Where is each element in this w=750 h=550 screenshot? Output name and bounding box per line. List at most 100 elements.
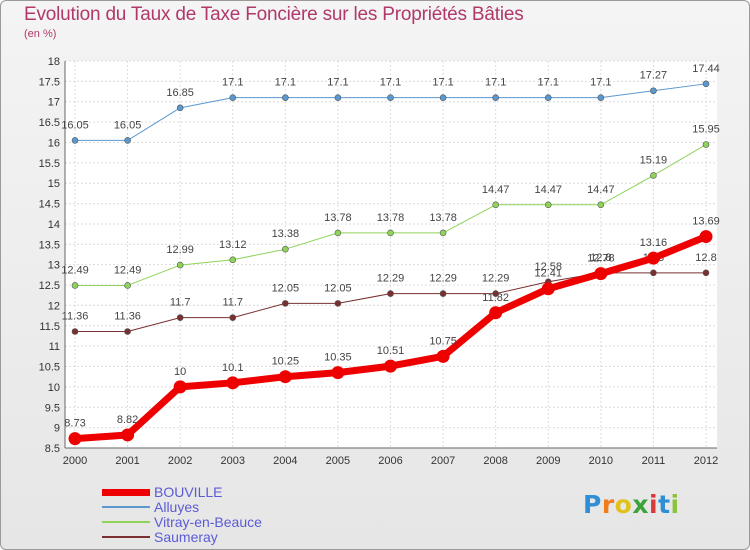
- data-point: [331, 366, 345, 380]
- legend-item: Vitray-en-Beauce: [102, 514, 322, 530]
- data-label: 12.49: [114, 264, 142, 276]
- data-label: 10: [174, 366, 186, 378]
- data-point: [702, 269, 710, 277]
- data-label: 10.25: [272, 356, 300, 368]
- data-point: [387, 290, 394, 297]
- y-tick-label: 14.5: [39, 199, 60, 211]
- data-point: [492, 290, 499, 297]
- data-point: [68, 432, 82, 446]
- logo-letter: r: [601, 490, 615, 519]
- data-label: 11.36: [62, 310, 89, 322]
- y-tick-label: 14: [48, 219, 60, 231]
- data-label: 11.82: [482, 292, 509, 304]
- legend-item: Saumeray: [102, 529, 322, 545]
- legend-swatch: [102, 488, 150, 496]
- legend-swatch: [102, 506, 150, 508]
- y-tick-label: 8.5: [45, 443, 60, 455]
- data-label: 12.41: [534, 268, 562, 280]
- data-label: 11.36: [114, 310, 141, 322]
- data-label: 13.78: [324, 212, 352, 224]
- data-point: [492, 201, 499, 209]
- data-point: [439, 94, 447, 101]
- data-label: 12.49: [61, 264, 89, 276]
- data-point: [124, 328, 131, 335]
- y-tick-label: 13: [48, 260, 60, 272]
- data-point: [597, 201, 605, 209]
- data-label: 17.1: [380, 77, 401, 89]
- data-point: [121, 428, 135, 442]
- data-point: [384, 359, 397, 373]
- data-label: 14.47: [534, 184, 562, 196]
- data-label: 17.1: [485, 77, 506, 89]
- logo-letter: P: [583, 490, 602, 519]
- data-label: 16.05: [61, 119, 89, 131]
- x-tick-label: 2006: [378, 455, 402, 467]
- data-label: 15.95: [692, 124, 720, 136]
- data-label: 12.05: [324, 282, 352, 294]
- data-label: 12.78: [587, 253, 615, 265]
- y-tick-label: 9: [54, 423, 60, 435]
- data-label: 12.29: [429, 273, 457, 285]
- legend-item: Alluyes: [102, 499, 322, 515]
- legend-label: Vitray-en-Beauce: [154, 514, 262, 530]
- data-label: 17.44: [692, 63, 720, 75]
- data-point: [646, 251, 660, 265]
- data-point: [334, 300, 342, 307]
- data-point: [282, 94, 289, 101]
- data-point: [650, 172, 657, 179]
- data-label: 8.82: [117, 414, 138, 426]
- y-tick-label: 16.5: [39, 117, 60, 129]
- data-point: [176, 314, 184, 321]
- y-tick-label: 10: [48, 382, 60, 394]
- data-label: 16.05: [114, 119, 142, 131]
- legend-item: BOUVILLE: [102, 484, 322, 500]
- data-point: [650, 87, 657, 95]
- legend-label: Saumeray: [154, 529, 218, 545]
- data-point: [124, 282, 131, 289]
- data-label: 13.69: [692, 216, 720, 228]
- data-point: [176, 104, 184, 112]
- data-point: [597, 94, 605, 101]
- data-label: 10.75: [429, 335, 457, 347]
- x-tick-label: 2002: [168, 455, 192, 467]
- y-tick-label: 15: [48, 178, 60, 190]
- data-label: 10.1: [222, 362, 243, 374]
- data-label: 12.05: [272, 282, 300, 294]
- legend-label: Alluyes: [154, 499, 200, 515]
- data-label: 17.1: [590, 77, 611, 89]
- logo-letter: i: [649, 490, 659, 519]
- y-tick-label: 13.5: [39, 239, 60, 251]
- data-label: 10.51: [377, 345, 405, 357]
- x-tick-label: 2007: [431, 455, 455, 467]
- x-tick-label: 2001: [115, 455, 139, 467]
- y-tick-label: 11: [49, 341, 60, 353]
- data-label: 10.35: [324, 352, 352, 364]
- data-point: [489, 306, 503, 320]
- data-label: 12.8: [590, 252, 611, 264]
- x-tick-label: 2005: [326, 455, 350, 467]
- y-tick-label: 17: [48, 97, 60, 109]
- data-label: 16.85: [166, 87, 194, 99]
- data-label: 12.58: [534, 261, 562, 273]
- x-tick-label: 2011: [642, 455, 666, 467]
- data-point: [229, 314, 237, 321]
- data-label: 17.27: [640, 70, 668, 82]
- y-tick-label: 18: [48, 56, 60, 68]
- data-point: [176, 261, 184, 269]
- chart-title: Evolution du Taux de Taxe Foncière sur l…: [24, 4, 524, 25]
- x-tick-label: 2003: [221, 455, 245, 467]
- data-point: [387, 94, 394, 101]
- data-point: [541, 282, 555, 296]
- data-point: [282, 300, 289, 307]
- data-point: [439, 229, 447, 237]
- data-label: 11.7: [170, 297, 191, 309]
- y-tick-label: 15.5: [39, 158, 60, 170]
- data-point: [71, 137, 79, 144]
- data-point: [387, 229, 394, 237]
- data-label: 12.29: [482, 273, 510, 285]
- logo-letter: o: [614, 490, 633, 519]
- y-tick-label: 17.5: [39, 76, 60, 88]
- y-tick-label: 9.5: [45, 402, 60, 414]
- logo-letter: x: [632, 490, 649, 519]
